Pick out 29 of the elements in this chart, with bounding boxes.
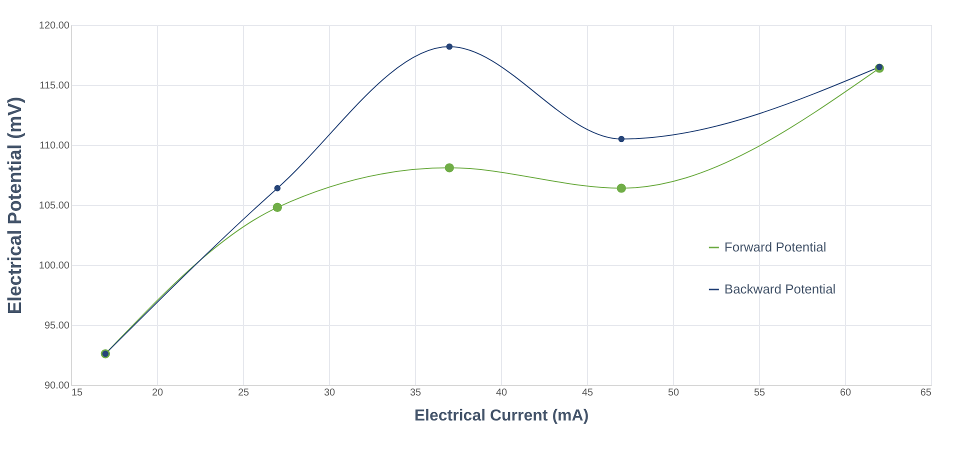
y-tick-label: 120.00 — [38, 20, 70, 32]
point — [446, 43, 453, 50]
point — [616, 184, 626, 193]
y-tick-label: 115.00 — [40, 80, 70, 92]
y-tick-label: 100.00 — [38, 260, 70, 272]
x-tick-label: 25 — [238, 388, 250, 398]
point — [272, 202, 282, 212]
point — [618, 136, 625, 142]
point — [274, 185, 281, 192]
point — [876, 64, 883, 70]
x-tick-label: 35 — [410, 388, 422, 398]
x-tick-label: 20 — [152, 388, 164, 398]
legend-label: Forward Potential — [724, 240, 826, 254]
y-axis-title: Electrical Potential (mV) — [4, 96, 26, 314]
y-tick-label: 110.00 — [40, 140, 70, 152]
point — [444, 163, 454, 172]
x-tick-label: 30 — [324, 388, 336, 398]
x-tick-label: 45 — [582, 388, 594, 398]
x-tick-label: 65 — [920, 388, 932, 398]
x-tick-label: 60 — [840, 388, 852, 398]
x-axis-title: Electrical Current (mA) — [414, 408, 589, 424]
y-tick-label: 90.00 — [44, 380, 70, 392]
legend-label: Backward Potential — [724, 282, 836, 296]
y-tick-label: 95.00 — [44, 320, 70, 332]
x-tick-label: 50 — [668, 388, 680, 398]
x-tick-label: 40 — [496, 388, 508, 398]
x-tick-label: 15 — [72, 388, 84, 398]
y-tick-label: 105.00 — [38, 200, 70, 212]
x-tick-label: 55 — [754, 388, 766, 398]
